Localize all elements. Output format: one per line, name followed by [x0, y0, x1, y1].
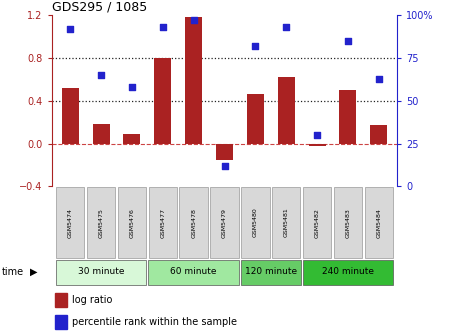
- FancyBboxPatch shape: [87, 187, 115, 258]
- Text: GSM5479: GSM5479: [222, 208, 227, 238]
- FancyBboxPatch shape: [210, 187, 239, 258]
- Text: 30 minute: 30 minute: [78, 267, 124, 276]
- Bar: [278, 77, 295, 144]
- FancyBboxPatch shape: [118, 187, 146, 258]
- Text: 60 minute: 60 minute: [170, 267, 217, 276]
- Bar: [123, 134, 141, 144]
- Text: GSM5474: GSM5474: [68, 208, 73, 238]
- Point: [344, 38, 352, 44]
- Text: 120 minute: 120 minute: [245, 267, 297, 276]
- Point: [190, 17, 197, 23]
- Text: GSM5484: GSM5484: [376, 208, 381, 238]
- Point: [66, 26, 74, 32]
- Text: GSM5483: GSM5483: [345, 208, 351, 238]
- Bar: [308, 144, 326, 146]
- Text: log ratio: log ratio: [72, 295, 113, 305]
- FancyBboxPatch shape: [365, 187, 393, 258]
- Bar: [154, 58, 171, 144]
- Point: [375, 76, 383, 81]
- Point: [283, 25, 290, 30]
- Text: GSM5477: GSM5477: [160, 208, 165, 238]
- Point: [128, 84, 136, 90]
- Point: [159, 25, 166, 30]
- FancyBboxPatch shape: [56, 187, 84, 258]
- FancyBboxPatch shape: [272, 187, 300, 258]
- Point: [313, 132, 321, 138]
- Point: [221, 163, 228, 169]
- Text: GDS295 / 1085: GDS295 / 1085: [52, 1, 147, 14]
- Point: [252, 43, 259, 49]
- Bar: [216, 144, 233, 160]
- FancyBboxPatch shape: [303, 187, 331, 258]
- Text: GSM5478: GSM5478: [191, 208, 196, 238]
- Bar: [62, 88, 79, 144]
- FancyBboxPatch shape: [241, 187, 269, 258]
- FancyBboxPatch shape: [334, 187, 362, 258]
- Text: GSM5480: GSM5480: [253, 208, 258, 238]
- Text: GSM5476: GSM5476: [129, 208, 134, 238]
- Text: 240 minute: 240 minute: [322, 267, 374, 276]
- FancyBboxPatch shape: [148, 260, 239, 285]
- Text: GSM5475: GSM5475: [98, 208, 104, 238]
- FancyBboxPatch shape: [241, 260, 301, 285]
- Text: percentile rank within the sample: percentile rank within the sample: [72, 317, 238, 327]
- Bar: [339, 90, 357, 144]
- FancyBboxPatch shape: [56, 260, 146, 285]
- Bar: [55, 293, 67, 307]
- Bar: [370, 125, 387, 144]
- Bar: [55, 315, 67, 329]
- Bar: [247, 94, 264, 144]
- Text: ▶: ▶: [30, 267, 37, 277]
- Bar: [185, 17, 202, 144]
- Point: [97, 73, 105, 78]
- FancyBboxPatch shape: [303, 260, 393, 285]
- FancyBboxPatch shape: [180, 187, 208, 258]
- Text: GSM5481: GSM5481: [284, 208, 289, 238]
- Bar: [92, 124, 110, 144]
- Text: time: time: [2, 267, 24, 277]
- Text: GSM5482: GSM5482: [315, 208, 320, 238]
- FancyBboxPatch shape: [149, 187, 177, 258]
